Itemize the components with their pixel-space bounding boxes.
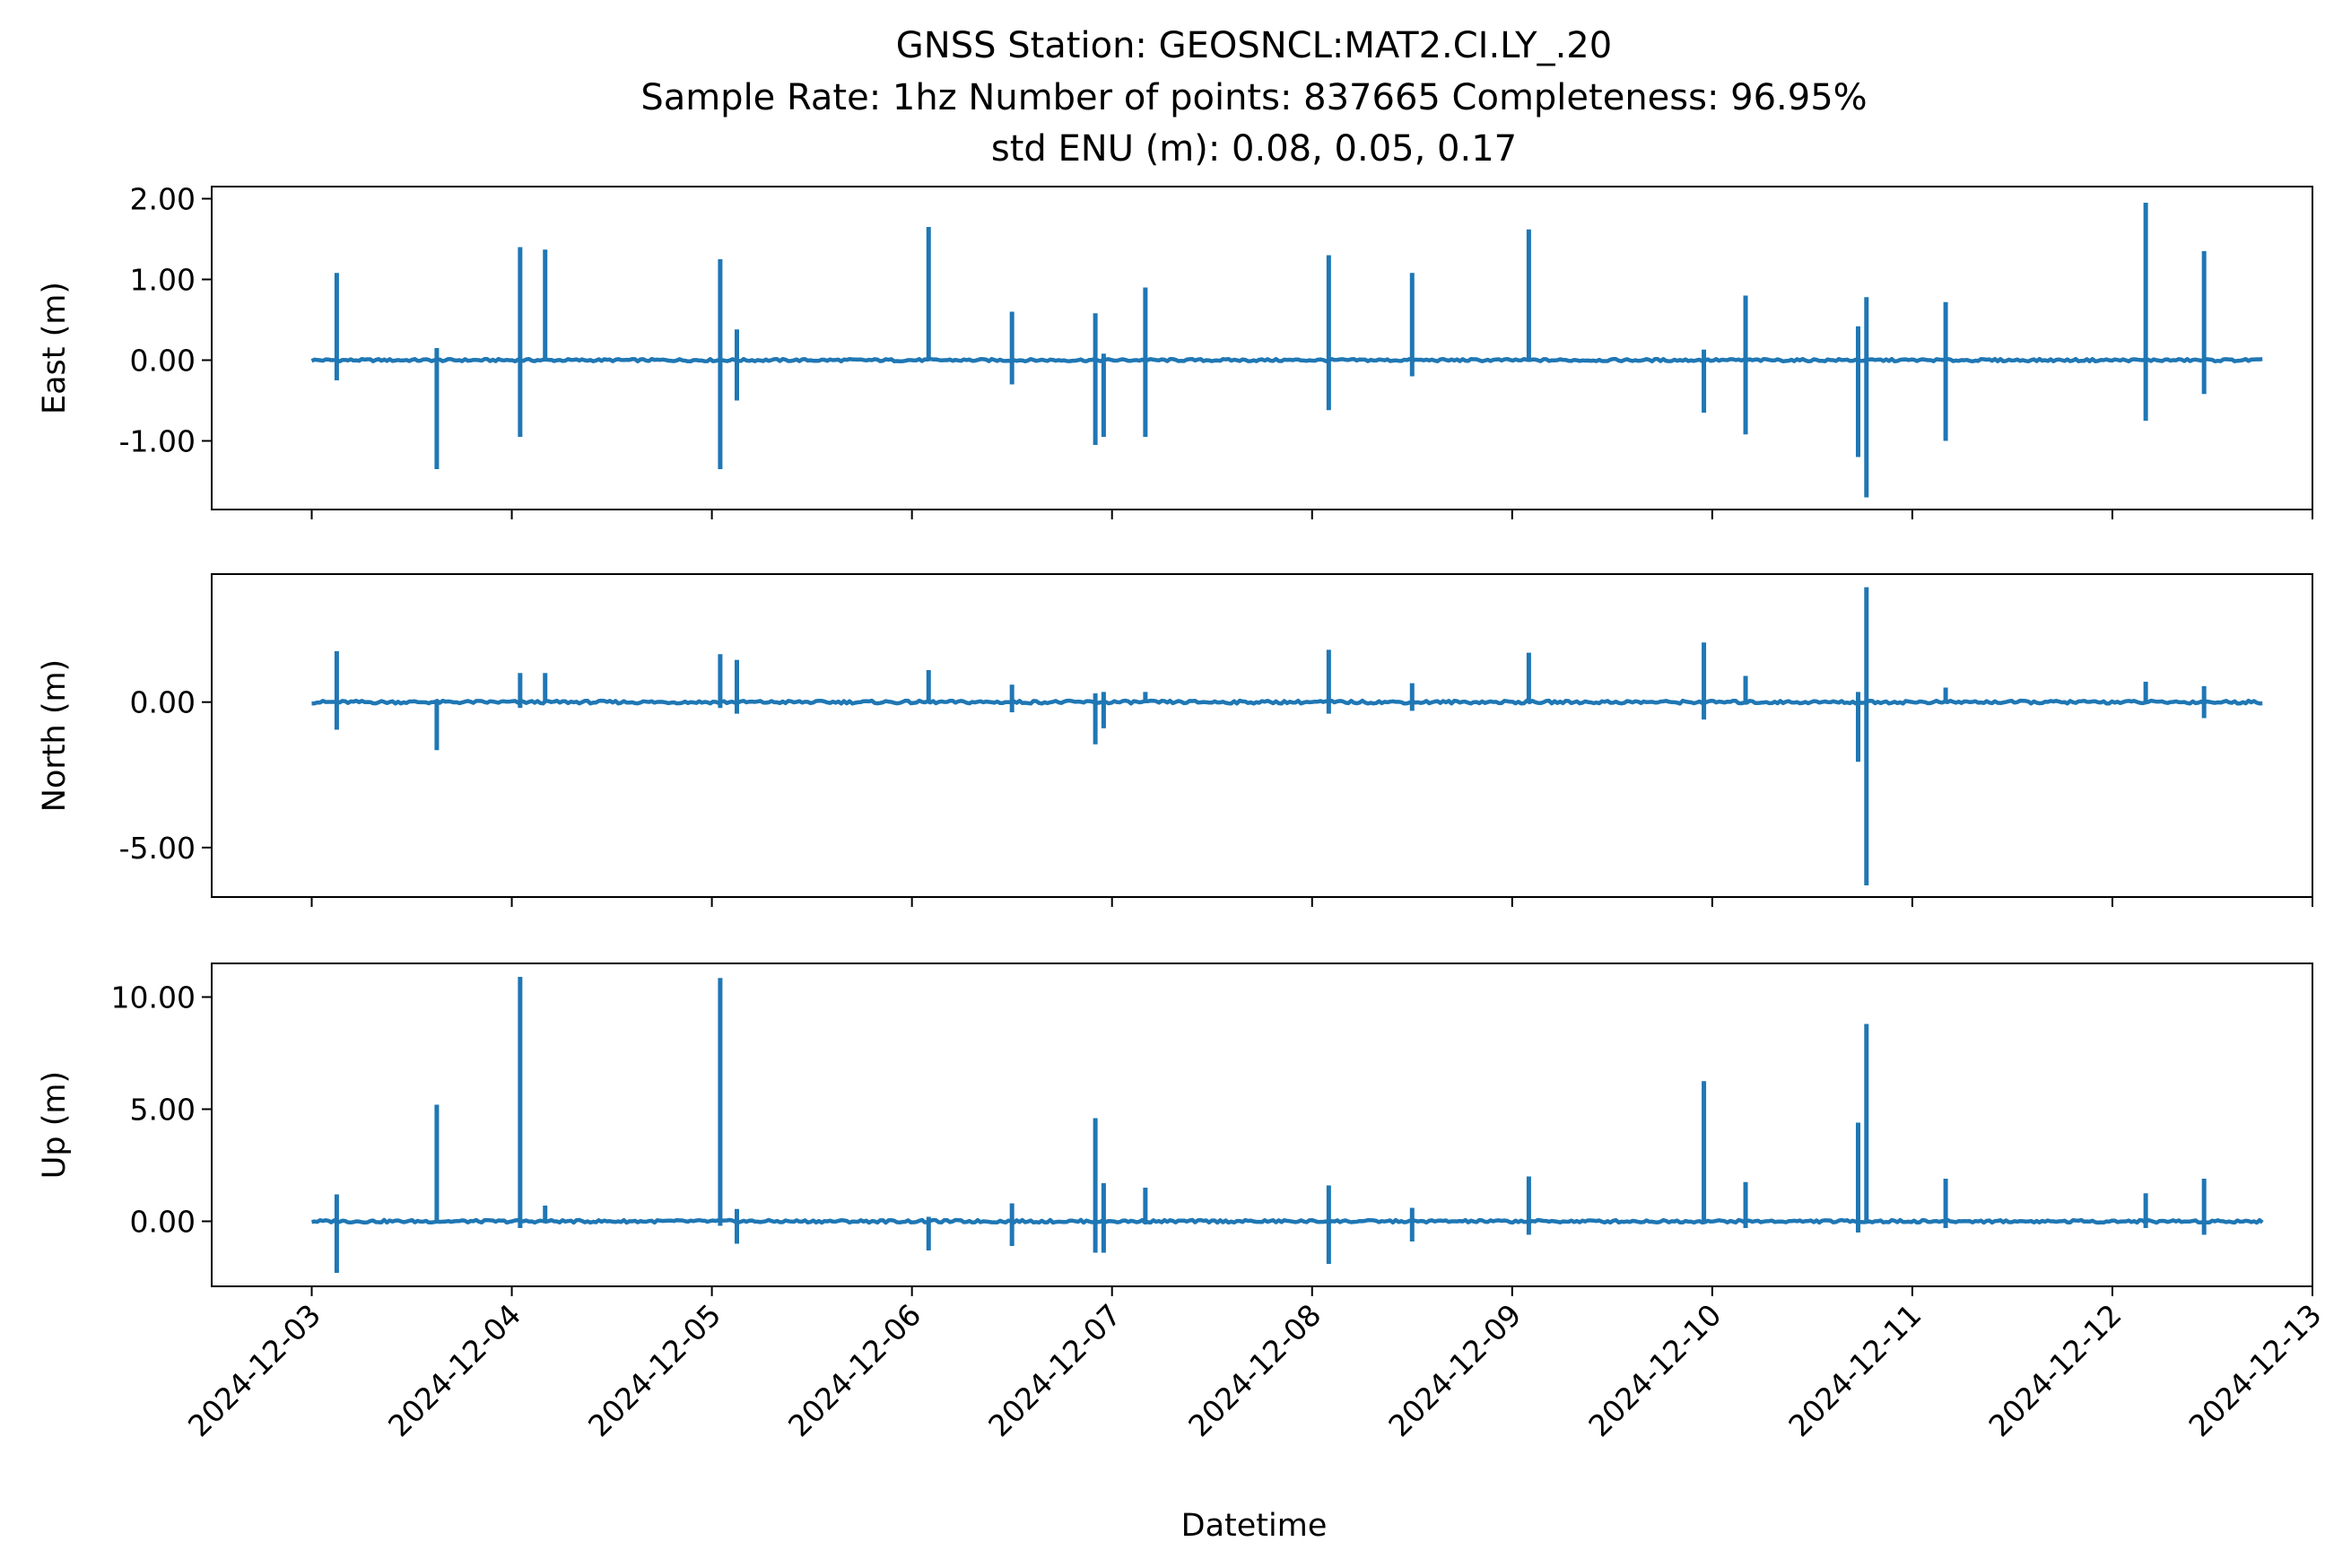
series-group	[311, 587, 2263, 886]
panel-frame	[211, 186, 2313, 510]
series-group	[311, 977, 2264, 1273]
x-axis-label: Datetime	[1181, 1508, 1328, 1544]
panel-3: 10.00 5.00 0.00 Up (m)	[37, 963, 2313, 1296]
panel-frame	[211, 573, 2313, 898]
y-tick-label: -1.00	[119, 424, 196, 459]
y-tick-label: 10.00	[111, 980, 196, 1015]
y-tick-label: -5.00	[119, 831, 196, 866]
y-tick-label: 0.00	[130, 1205, 196, 1240]
y-tick-label: 0.00	[130, 344, 196, 379]
chart-title-line-3: std ENU (m): 0.08, 0.05, 0.17	[991, 128, 1517, 170]
y-tick-label: 0.00	[130, 685, 196, 720]
series-line-baseline	[310, 356, 2263, 364]
y-tick-label: 2.00	[130, 182, 196, 217]
chart-title-line-1: GNSS Station: GEOSNCL:MAT2.CI.LY_.20	[896, 25, 1612, 66]
panel-1: 2.00 1.00 0.00 -1.00 East (m)	[37, 182, 2313, 519]
series-line-baseline	[311, 1217, 2264, 1225]
chart-title-line-2: Sample Rate: 1hz Number of points: 83766…	[640, 77, 1867, 118]
y-axis-label: East (m)	[37, 282, 73, 414]
y-axis-label: Up (m)	[37, 1071, 73, 1179]
series-line-baseline	[311, 698, 2263, 706]
y-tick-label: 1.00	[130, 263, 196, 298]
panel-2: 0.00 -5.00 North (m)	[37, 573, 2313, 907]
panel-frame	[211, 963, 2313, 1287]
y-tick-label: 5.00	[130, 1093, 196, 1128]
series-group	[310, 203, 2263, 498]
y-axis-label: North (m)	[37, 659, 73, 812]
